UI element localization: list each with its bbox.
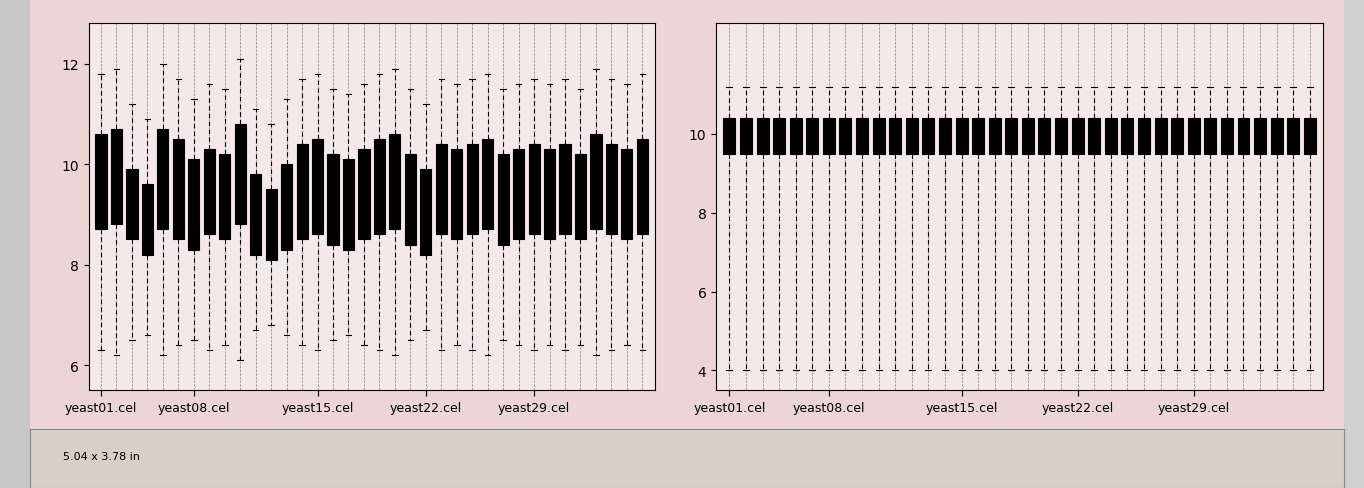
PathPatch shape: [574, 155, 587, 240]
PathPatch shape: [466, 145, 477, 235]
PathPatch shape: [405, 155, 416, 245]
PathPatch shape: [451, 150, 462, 240]
PathPatch shape: [1154, 119, 1166, 154]
PathPatch shape: [528, 145, 540, 235]
PathPatch shape: [374, 140, 385, 235]
PathPatch shape: [1288, 119, 1299, 154]
PathPatch shape: [389, 135, 401, 230]
PathPatch shape: [1237, 119, 1249, 154]
PathPatch shape: [266, 190, 277, 260]
PathPatch shape: [741, 119, 752, 154]
PathPatch shape: [723, 119, 735, 154]
PathPatch shape: [591, 135, 602, 230]
PathPatch shape: [513, 150, 524, 240]
PathPatch shape: [973, 119, 983, 154]
PathPatch shape: [127, 170, 138, 240]
PathPatch shape: [790, 119, 802, 154]
PathPatch shape: [420, 170, 431, 255]
PathPatch shape: [498, 155, 509, 245]
PathPatch shape: [606, 145, 617, 235]
PathPatch shape: [839, 119, 851, 154]
PathPatch shape: [1271, 119, 1282, 154]
PathPatch shape: [822, 119, 835, 154]
PathPatch shape: [250, 175, 262, 255]
PathPatch shape: [1121, 119, 1133, 154]
PathPatch shape: [773, 119, 786, 154]
PathPatch shape: [342, 160, 355, 250]
PathPatch shape: [235, 124, 246, 225]
PathPatch shape: [1056, 119, 1067, 154]
PathPatch shape: [1254, 119, 1266, 154]
PathPatch shape: [1138, 119, 1150, 154]
PathPatch shape: [359, 150, 370, 240]
PathPatch shape: [481, 140, 494, 230]
PathPatch shape: [1188, 119, 1200, 154]
PathPatch shape: [173, 140, 184, 240]
PathPatch shape: [95, 135, 106, 230]
PathPatch shape: [857, 119, 868, 154]
PathPatch shape: [889, 119, 902, 154]
PathPatch shape: [1204, 119, 1217, 154]
PathPatch shape: [296, 145, 308, 240]
PathPatch shape: [622, 150, 633, 240]
PathPatch shape: [544, 150, 555, 240]
PathPatch shape: [757, 119, 768, 154]
PathPatch shape: [1088, 119, 1101, 154]
PathPatch shape: [906, 119, 918, 154]
PathPatch shape: [327, 155, 338, 245]
PathPatch shape: [637, 140, 648, 235]
PathPatch shape: [1072, 119, 1083, 154]
PathPatch shape: [1172, 119, 1183, 154]
PathPatch shape: [157, 130, 169, 230]
PathPatch shape: [1105, 119, 1117, 154]
PathPatch shape: [1038, 119, 1050, 154]
PathPatch shape: [1304, 119, 1316, 154]
PathPatch shape: [989, 119, 1001, 154]
PathPatch shape: [1022, 119, 1034, 154]
PathPatch shape: [312, 140, 323, 235]
PathPatch shape: [938, 119, 951, 154]
PathPatch shape: [1221, 119, 1233, 154]
PathPatch shape: [281, 165, 292, 250]
PathPatch shape: [220, 155, 231, 240]
PathPatch shape: [922, 119, 934, 154]
PathPatch shape: [203, 150, 216, 235]
Text: 5.04 x 3.78 in: 5.04 x 3.78 in: [63, 451, 140, 461]
PathPatch shape: [873, 119, 885, 154]
PathPatch shape: [559, 145, 570, 235]
PathPatch shape: [142, 185, 153, 255]
PathPatch shape: [1005, 119, 1018, 154]
PathPatch shape: [806, 119, 818, 154]
PathPatch shape: [435, 145, 447, 235]
PathPatch shape: [188, 160, 199, 250]
PathPatch shape: [110, 130, 121, 225]
PathPatch shape: [956, 119, 967, 154]
